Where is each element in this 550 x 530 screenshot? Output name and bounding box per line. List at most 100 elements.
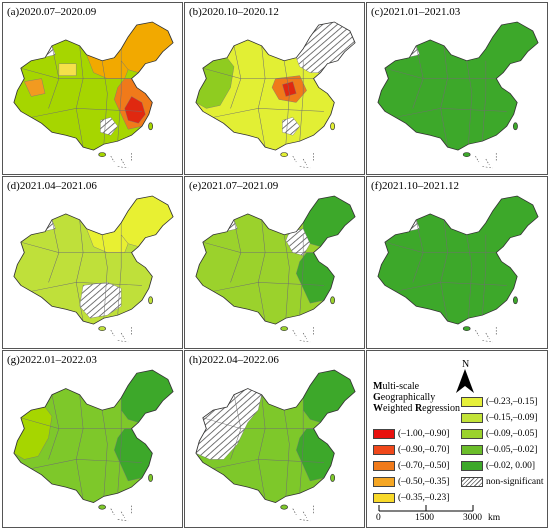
province-boundary bbox=[202, 417, 314, 429]
map-panel-g: (g)2022.01–2022.03 bbox=[2, 350, 183, 528]
legend-item: (–0.02, 0.00] bbox=[461, 461, 535, 472]
province-boundary bbox=[20, 67, 132, 79]
map-panel-a: (a)2020.07–2020.09 bbox=[2, 2, 183, 175]
province-boundary bbox=[283, 234, 290, 319]
province-boundary bbox=[117, 234, 122, 316]
province-boundary bbox=[117, 60, 122, 142]
scale-tick-label: 0 bbox=[376, 513, 381, 523]
legend-item-label: non-significant bbox=[486, 477, 544, 487]
legend-title-rest: egression bbox=[422, 403, 460, 414]
island bbox=[330, 473, 336, 482]
province-boundary bbox=[31, 282, 142, 292]
china-map bbox=[195, 21, 356, 169]
province-boundary bbox=[395, 282, 507, 292]
map-panel-d: (d)2021.04–2021.06 bbox=[2, 176, 183, 349]
province-boundary bbox=[395, 108, 507, 118]
island bbox=[280, 152, 288, 157]
legend-item: (–0.90,–0.70] bbox=[373, 445, 449, 456]
island bbox=[280, 326, 288, 331]
map-panel-h: (h)2022.04–2022.06 bbox=[184, 350, 365, 528]
legend-item: (–0.09,–0.05] bbox=[461, 429, 537, 440]
legend-panel: N Multi-scale Geographically Weighted Re… bbox=[366, 350, 548, 528]
island bbox=[280, 504, 288, 510]
legend-item-label: (–0.05,–0.02] bbox=[486, 445, 538, 455]
province-boundary bbox=[101, 60, 108, 145]
legend-swatch bbox=[461, 477, 483, 487]
legend-title: Multi-scale Geographically Weighted Regr… bbox=[373, 381, 460, 414]
legend-swatch bbox=[461, 413, 483, 423]
province-boundary bbox=[20, 241, 132, 253]
province-boundary bbox=[299, 234, 304, 316]
legend-item-label: (–0.35,–0.23] bbox=[398, 493, 450, 503]
province-boundary bbox=[466, 234, 473, 319]
country-outline bbox=[13, 195, 174, 325]
island bbox=[98, 152, 106, 157]
south-sea-boundary bbox=[292, 327, 314, 343]
island bbox=[148, 122, 154, 131]
province-boundary bbox=[299, 60, 304, 142]
legend-item: (–0.15,–0.09] bbox=[461, 413, 537, 424]
legend-item: (–0.70,–0.50] bbox=[373, 461, 449, 472]
region-fill bbox=[24, 78, 46, 97]
province-boundary bbox=[213, 108, 324, 118]
country-outline bbox=[195, 21, 356, 151]
legend-title-initial: M bbox=[373, 381, 383, 392]
province-boundary bbox=[31, 108, 142, 118]
island bbox=[462, 326, 471, 331]
north-label: N bbox=[462, 359, 469, 370]
map-panel-b: (b)2020.10–2020.12 bbox=[184, 2, 365, 175]
legend-item: (–1.00,–0.90] bbox=[373, 429, 449, 440]
country-fill bbox=[377, 195, 539, 325]
island bbox=[148, 296, 154, 305]
non-significant-region bbox=[296, 21, 356, 73]
legend-title-rest: eographically bbox=[380, 392, 436, 403]
province-boundary bbox=[440, 45, 448, 148]
china-map bbox=[377, 21, 539, 169]
province-boundary bbox=[299, 410, 304, 494]
non-significant-region bbox=[79, 282, 122, 319]
province-boundary bbox=[257, 394, 266, 500]
province-boundary bbox=[213, 282, 324, 292]
legend-item: (–0.05,–0.02] bbox=[461, 445, 537, 456]
legend-title-initial: R bbox=[414, 403, 423, 414]
south-sea-boundary bbox=[110, 505, 132, 522]
legend-swatch bbox=[373, 477, 395, 487]
legend-item: (–0.50,–0.35] bbox=[373, 477, 449, 488]
province-boundary bbox=[384, 67, 497, 79]
china-map bbox=[13, 369, 174, 522]
panel-label: (f)2021.10–2021.12 bbox=[371, 180, 459, 192]
province-boundary bbox=[440, 219, 448, 322]
scale-tick-label: 3000 bbox=[463, 513, 482, 523]
scale-tick-label: 1500 bbox=[415, 513, 434, 523]
south-sea-boundary bbox=[110, 153, 132, 169]
map-panel-f: (f)2021.10–2021.12 bbox=[366, 176, 548, 349]
panel-label: (d)2021.04–2021.06 bbox=[7, 180, 97, 192]
north-arrow-icon: N bbox=[456, 359, 474, 393]
panel-label: (g)2022.01–2022.03 bbox=[7, 354, 97, 366]
map-panel-e: (e)2021.07–2021.09 bbox=[184, 176, 365, 349]
province-boundary bbox=[20, 417, 132, 429]
island bbox=[98, 504, 106, 510]
province-boundary bbox=[101, 234, 108, 319]
province-boundary bbox=[213, 459, 324, 469]
south-sea-boundary bbox=[475, 153, 497, 169]
country-outline bbox=[377, 21, 539, 151]
province-boundary bbox=[75, 45, 84, 148]
country-outline bbox=[13, 21, 174, 151]
legend-item-label: (–0.02, 0.00] bbox=[486, 461, 536, 471]
legend-swatch bbox=[461, 461, 483, 471]
legend-item-label: (–0.23,–0.15] bbox=[486, 397, 538, 407]
legend-swatch bbox=[373, 493, 395, 503]
south-sea-boundary bbox=[292, 505, 314, 522]
island bbox=[148, 473, 154, 482]
island bbox=[330, 296, 336, 305]
legend-item: non-significant bbox=[461, 477, 544, 488]
legend-item-label: (–0.09,–0.05] bbox=[486, 429, 538, 439]
province-boundary bbox=[482, 234, 487, 316]
scale-unit-label: km bbox=[488, 513, 501, 523]
china-map bbox=[13, 21, 174, 169]
country-outline bbox=[377, 195, 539, 325]
province-boundary bbox=[202, 241, 314, 253]
legend-item-label: (–0.90,–0.70] bbox=[398, 445, 450, 455]
